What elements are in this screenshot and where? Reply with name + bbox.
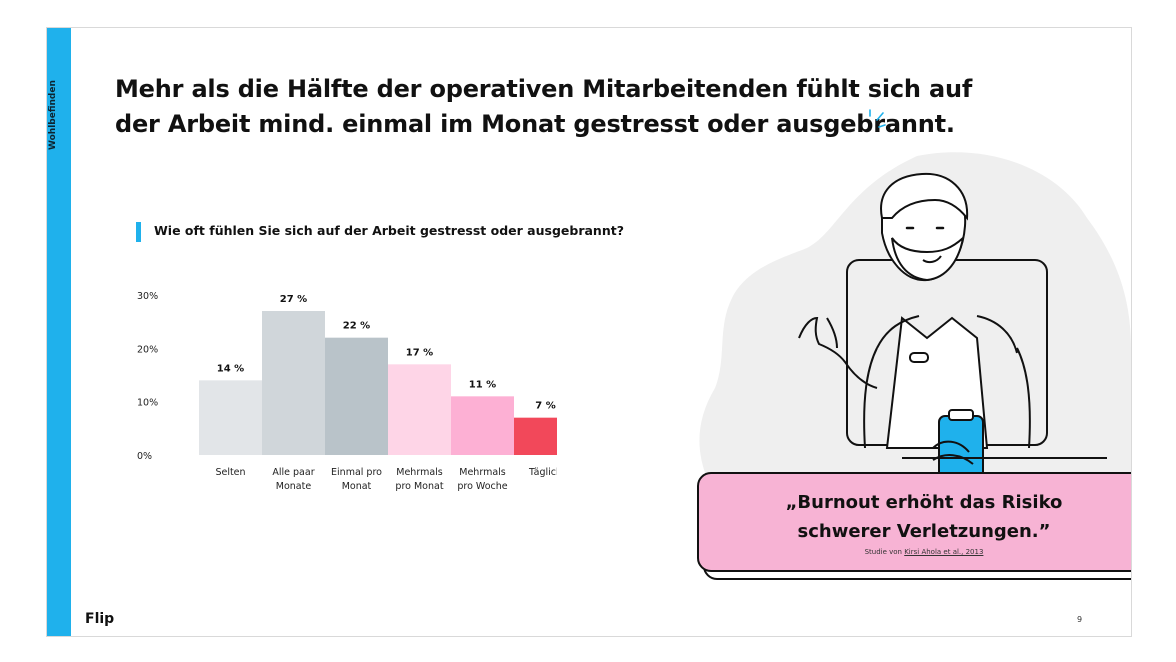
bar-chart: 0% 10% 20% 30% 14 % Selten 27 % Alle paar Monate… — [137, 291, 557, 492]
x-tick-label: Mehrmals — [396, 467, 443, 478]
quote-source-link[interactable]: Kirsi Ahola et al., 2013 — [904, 548, 984, 556]
bar — [388, 364, 451, 455]
quote-source-prefix: Studie von — [864, 548, 905, 556]
bar — [514, 417, 557, 455]
data-label: 17 % — [406, 347, 433, 358]
title-line-1: Mehr als die Hälfte der operativen Mitar… — [115, 75, 973, 103]
data-label: 27 % — [280, 294, 307, 305]
data-label: 14 % — [217, 363, 244, 374]
bar — [199, 380, 262, 455]
index-finger — [826, 317, 838, 349]
x-tick-label: Selten — [215, 467, 245, 478]
mouth — [922, 255, 942, 264]
background-blob — [699, 152, 1131, 478]
chart-title: Wie oft fühlen Sie sich auf der Arbeit g… — [154, 223, 624, 238]
x-tick-label: Mehrmals — [459, 467, 506, 478]
x-tick-label: Alle paar — [272, 467, 314, 478]
x-tick-label: Monat — [342, 481, 372, 492]
sparkle-icon — [869, 109, 886, 128]
page-title: Mehr als die Hälfte der operativen Mitar… — [115, 72, 973, 142]
clipboard-clip — [948, 409, 974, 421]
flip-logo: Flip — [85, 611, 115, 627]
x-tick-label: pro Woche — [457, 481, 507, 492]
question-accent-bar — [136, 222, 141, 242]
quote-line-2: schwerer Verletzungen.” — [797, 521, 1051, 542]
body-outline — [863, 347, 1031, 449]
bar — [262, 311, 325, 455]
y-tick-label: 0% — [137, 451, 152, 462]
slide: Wohlbefinden Mehr als die Hälfte der ope… — [46, 27, 1132, 637]
x-tick-label: Monate — [276, 481, 312, 492]
quote-box: „Burnout erhöht das Risiko schwerer Verl… — [697, 472, 1131, 572]
quote-source: Studie von Kirsi Ahola et al., 2013 — [699, 548, 1131, 556]
data-label: 22 % — [343, 321, 370, 332]
clipboard — [938, 415, 984, 478]
data-label: 11 % — [469, 379, 496, 390]
y-tick-label: 20% — [137, 344, 158, 355]
x-tick-label: pro Monat — [395, 481, 443, 492]
quote-line-1: „Burnout erhöht das Risiko — [785, 492, 1063, 513]
hair — [880, 172, 969, 221]
x-tick-label: Täglich — [528, 467, 557, 478]
shoulders — [876, 315, 1018, 354]
quote-text: „Burnout erhöht das Risiko schwerer Verl… — [699, 488, 1131, 546]
section-label: Wohlbefinden — [48, 80, 58, 150]
section-sidebar: Wohlbefinden — [47, 28, 71, 636]
beard — [891, 235, 965, 282]
data-label: 7 % — [535, 401, 555, 412]
title-line-2: der Arbeit mind. einmal im Monat gestres… — [115, 110, 955, 138]
raised-hand — [798, 316, 878, 389]
worker-illustration — [699, 152, 1131, 478]
y-tick-label: 10% — [137, 398, 158, 409]
apron-pocket — [909, 352, 929, 363]
bar — [325, 337, 388, 455]
x-tick-label: Einmal pro — [331, 467, 382, 478]
y-tick-label: 30% — [137, 291, 158, 302]
bar — [451, 396, 514, 455]
page-number: 9 — [1077, 615, 1083, 624]
